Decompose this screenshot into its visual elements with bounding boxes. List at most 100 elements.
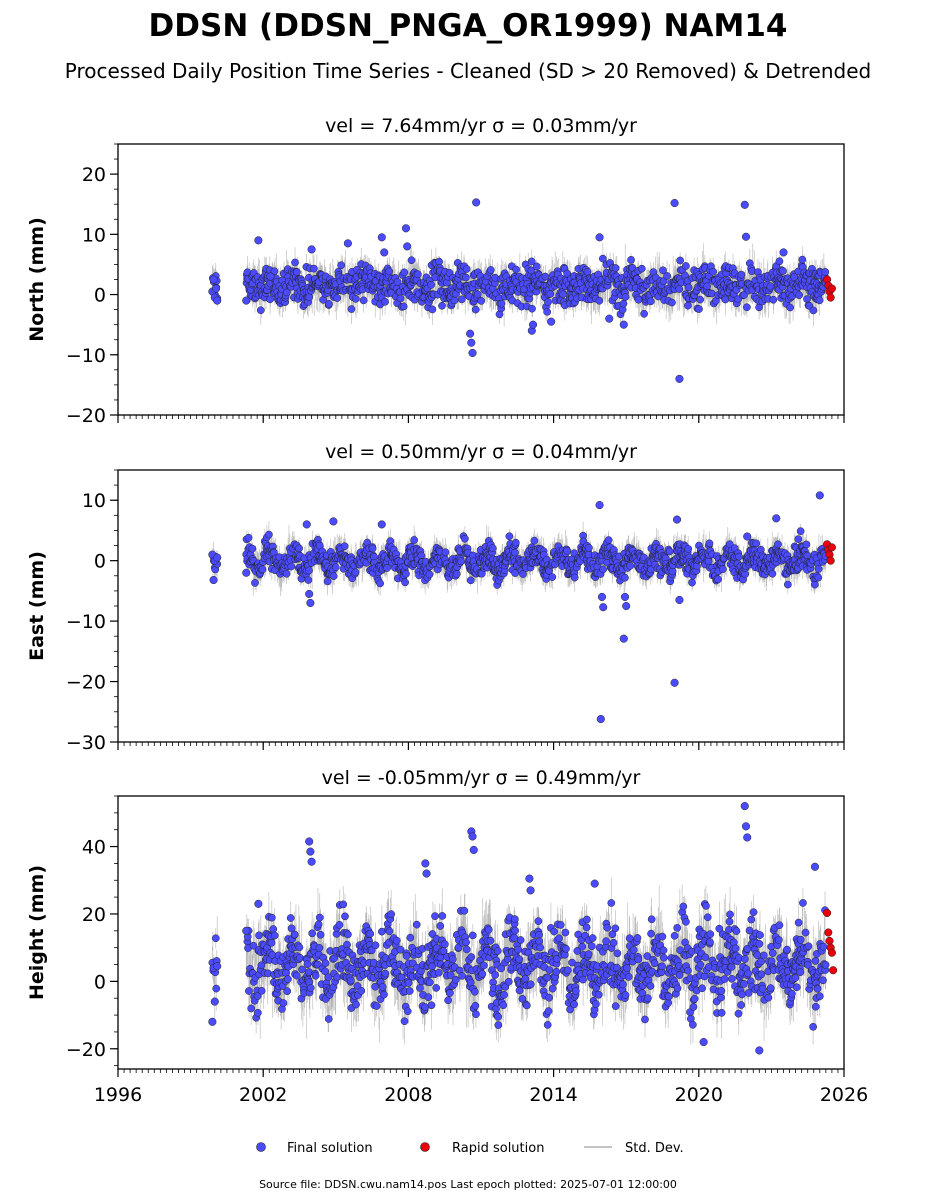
outlier-point [547,317,556,326]
panel-title: vel = 0.50mm/yr σ = 0.04mm/yr [325,441,637,463]
panel-title: vel = 7.64mm/yr σ = 0.03mm/yr [325,115,637,137]
final-point [684,283,693,292]
final-point [305,293,314,302]
final-point [743,303,751,312]
final-point [359,296,368,305]
final-point [351,294,360,303]
final-point [559,290,567,299]
final-point [396,294,405,303]
final-point [627,256,635,264]
outlier-point [343,239,352,248]
final-point [721,295,730,304]
y-tick-label: −20 [66,405,106,427]
final-point [310,264,318,273]
outlier-point [741,232,751,241]
final-point [400,268,409,277]
final-point [292,268,301,276]
final-point [435,257,443,266]
final-point [381,297,389,306]
final-point [462,265,471,273]
final-point [795,291,804,300]
y-tick-label: 20 [82,164,106,186]
final-point [438,301,446,310]
final-point [385,267,393,276]
final-point [407,256,416,265]
final-point [486,266,495,274]
final-point [640,309,648,318]
final-point [779,267,787,275]
outlier-point [213,296,222,305]
outlier-point [595,233,604,242]
final-point [471,305,480,314]
rapid-point [827,284,836,293]
outlier-point [307,245,316,254]
final-point [637,264,646,273]
y-tick-label: −10 [66,345,106,367]
final-point [786,303,795,312]
final-point [703,282,711,291]
final-point [646,297,655,306]
final-point [544,298,552,307]
final-point [428,305,437,314]
final-point [583,267,592,276]
outlier-point [209,275,218,284]
final-point [256,306,265,315]
final-point [668,298,676,307]
final-point [595,296,604,305]
final-point [696,295,705,304]
y-axis-label: North (mm) [26,217,48,342]
final-point [769,295,778,304]
final-point [473,290,482,299]
final-point [477,297,486,305]
final-point [599,254,607,263]
final-point [393,278,402,286]
outlier-point [528,320,538,329]
final-point [543,307,551,316]
y-tick-label: 0 [94,285,106,307]
y-axis-label: East (mm) [26,551,48,661]
outlier-point [619,320,628,329]
final-point [709,267,718,276]
final-point [809,306,818,315]
final-point [611,264,620,272]
final-point [821,268,830,276]
final-point [528,304,536,313]
final-point [803,295,811,303]
outlier-point [605,314,614,323]
figure-subtitle: Processed Daily Position Time Series - C… [65,59,871,83]
final-point [737,270,746,279]
final-point [675,285,684,293]
final-point [266,295,274,304]
final-point [414,270,422,279]
outlier-point [779,248,788,257]
outlier-point [467,338,476,347]
final-point [333,294,342,302]
plot-area [208,491,836,724]
final-point [283,288,291,297]
outlier-point [377,233,386,242]
final-point [634,295,643,304]
final-point [457,295,466,304]
outlier-point [266,272,275,281]
rapid-point [826,293,835,302]
final-point [563,269,572,278]
final-point [684,301,692,310]
final-point [347,305,356,313]
y-tick-label: 10 [82,224,106,246]
final-point [532,262,541,271]
outlier-point [472,198,481,207]
final-points [209,254,830,319]
final-point [815,296,824,305]
final-point [659,266,667,275]
final-point [325,300,333,308]
final-point [399,302,408,311]
final-point [798,255,807,264]
final-point [766,282,775,291]
outlier-point [740,200,749,209]
final-point [740,291,748,299]
final-point [676,256,684,265]
final-point [450,296,459,305]
